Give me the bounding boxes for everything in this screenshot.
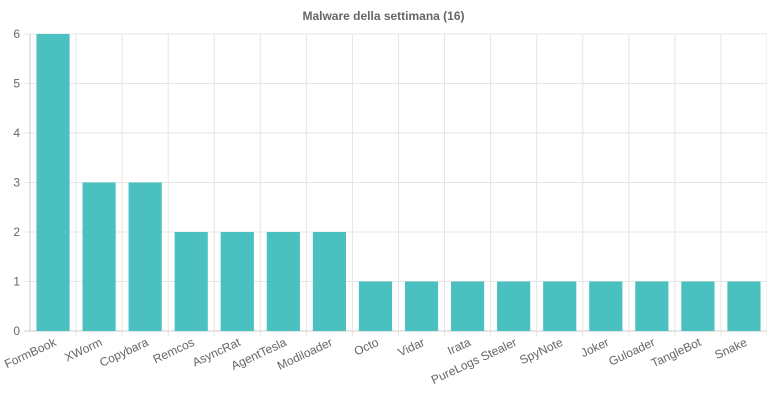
bar-octo[interactable] <box>358 281 393 332</box>
bar-purelogs-stealer[interactable] <box>497 281 531 332</box>
bar-irata[interactable] <box>451 281 485 332</box>
bars <box>36 34 761 332</box>
y-tick-label: 1 <box>13 275 20 289</box>
x-tick-label: Vidar <box>396 335 427 359</box>
x-tick-label: TangleBot <box>649 335 704 371</box>
bar-tanglebot[interactable] <box>681 281 715 332</box>
y-tick-label: 4 <box>13 126 20 140</box>
bar-remcos[interactable] <box>174 232 208 331</box>
x-tick-label: Octo <box>352 335 381 359</box>
y-axis-ticks: 0 1 2 3 4 5 6 <box>13 27 20 338</box>
x-tick-label: Guloader <box>606 335 657 369</box>
bar-snake[interactable] <box>727 281 761 332</box>
x-tick-label: SpyNote <box>517 335 565 367</box>
bar-xworm[interactable] <box>82 182 116 332</box>
x-tick-label: Remcos <box>151 335 197 366</box>
x-tick-label: PureLogs Stealer <box>429 335 519 387</box>
y-tick-label: 5 <box>13 77 20 91</box>
grid <box>24 33 767 337</box>
y-tick-label: 3 <box>13 176 20 190</box>
y-tick-label: 2 <box>13 225 20 239</box>
chart-title: Malware della settimana (16) <box>302 9 464 23</box>
y-tick-label: 6 <box>13 27 20 41</box>
x-tick-label: Irata <box>445 335 473 358</box>
bar-vidar[interactable] <box>404 281 439 332</box>
bar-modiloader[interactable] <box>312 232 346 331</box>
x-tick-label: Copybara <box>97 335 150 370</box>
x-tick-label: FormBook <box>2 335 59 372</box>
bar-formbook[interactable] <box>36 34 70 331</box>
bar-agenttesla[interactable] <box>266 232 300 331</box>
x-tick-label: Snake <box>712 335 749 362</box>
bar-joker[interactable] <box>589 281 623 332</box>
bar-spynote[interactable] <box>543 281 577 332</box>
bar-copybara[interactable] <box>128 182 162 332</box>
y-tick-label: 0 <box>13 324 20 338</box>
bar-asyncrat[interactable] <box>220 232 254 331</box>
bar-guloader[interactable] <box>635 281 669 332</box>
